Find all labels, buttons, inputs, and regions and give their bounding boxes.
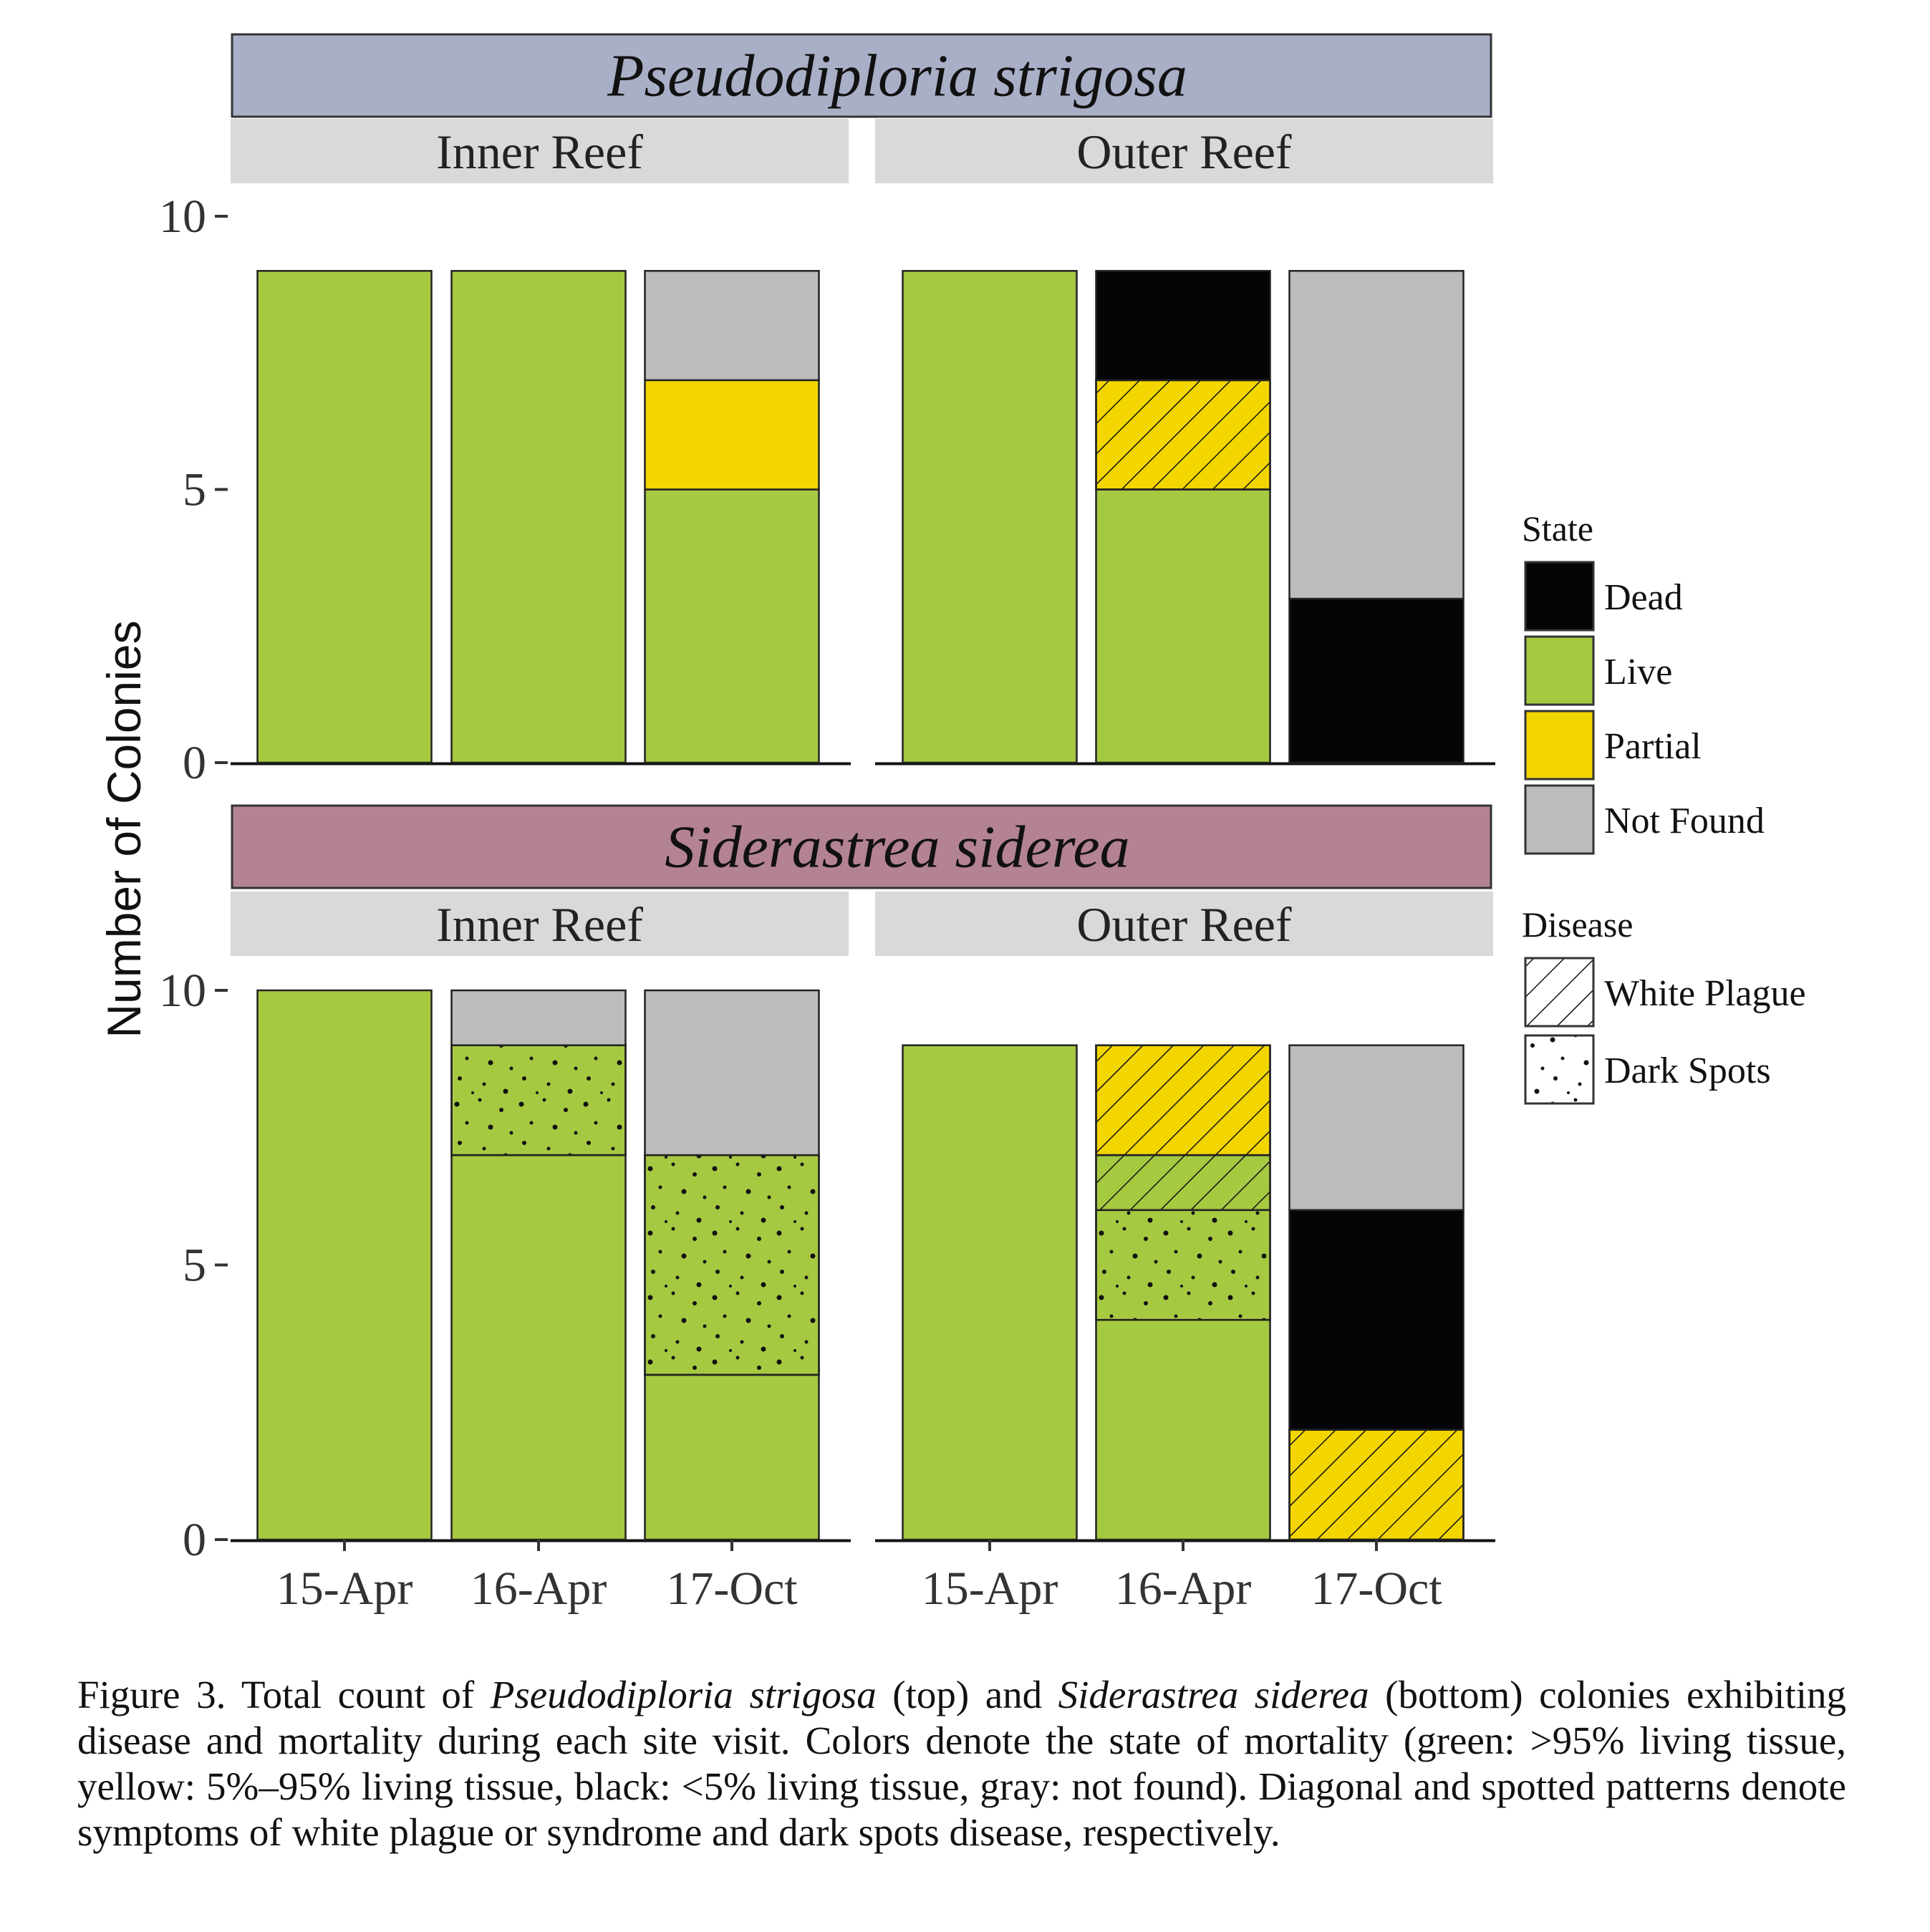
bar-segment-dead: [1095, 270, 1271, 382]
figure-caption: Figure 3. Total count of Pseudodiploria …: [77, 1672, 1846, 1855]
legend-label-ds: Dark Spots: [1604, 1050, 1771, 1091]
legend-label-notfound: Not Found: [1604, 801, 1765, 841]
bar-segment-notfound: [450, 989, 627, 1046]
facet-title: Inner Reef: [436, 125, 643, 179]
legend-swatch-notfound: [1524, 784, 1595, 855]
facet-strip: [231, 119, 849, 183]
legend-label-partial: Partial: [1604, 726, 1702, 767]
caption-species-1: Pseudodiploria strigosa: [490, 1673, 877, 1716]
bar-segment-dead: [1288, 1209, 1465, 1431]
bar-segment-live: [256, 270, 433, 764]
facet-title: Outer Reef: [1076, 897, 1292, 952]
y-tick-label: 10: [159, 190, 206, 243]
bar-segment-live: [902, 1044, 1078, 1541]
legend-label-wp: White Plague: [1604, 973, 1806, 1014]
facet-strip: [875, 892, 1493, 956]
white-plague-overlay: [1095, 1154, 1271, 1212]
dark-spots-overlay: [1095, 1209, 1271, 1321]
y-tick-label: 0: [183, 1514, 206, 1566]
y-tick-label: 0: [183, 737, 206, 789]
x-tick-label: 17-Oct: [666, 1562, 797, 1615]
species-strip: [231, 804, 1492, 889]
bar-segment-dead: [1288, 597, 1465, 764]
caption-text-3: (bottom) colonies exhibiting disease and…: [77, 1673, 1846, 1854]
white-plague-overlay: [1095, 379, 1271, 491]
legend-swatch-ds: [1524, 1034, 1595, 1105]
white-plague-overlay: [1288, 1429, 1465, 1541]
bar-segment-live: [450, 1154, 627, 1541]
bar-segment-live: [1095, 488, 1271, 764]
bar-segment-notfound: [644, 989, 820, 1156]
x-tick-label: 17-Oct: [1311, 1562, 1442, 1615]
x-tick-label: 16-Apr: [471, 1562, 607, 1615]
caption-species-2: Siderastrea siderea: [1058, 1673, 1369, 1716]
bar-segment-notfound: [1288, 270, 1465, 600]
x-tick-label: 15-Apr: [276, 1562, 413, 1615]
legend-swatch-dead: [1524, 561, 1595, 632]
caption-text-2: (top) and: [876, 1673, 1058, 1716]
y-tick-label: 5: [183, 464, 206, 516]
y-axis-title: Number of Colonies: [97, 620, 150, 1038]
bar-segment-live: [450, 270, 627, 764]
legend-disease-title: Disease: [1522, 904, 1634, 945]
white-plague-overlay: [1095, 1044, 1271, 1156]
faceted-stacked-bar-chart: Pseudodiploria strigosa Inner Reef Outer R…: [97, 33, 1806, 1615]
legend-state-title: State: [1522, 508, 1593, 549]
bar-segment-live: [644, 488, 820, 764]
bar-segment-live: [644, 1373, 820, 1541]
y-tick-label: 5: [183, 1240, 206, 1292]
legend-swatch-live: [1524, 635, 1595, 706]
bar-segment-live: [1095, 1318, 1271, 1541]
dark-spots-overlay: [644, 1154, 820, 1376]
bar-segment-live: [256, 989, 433, 1541]
bar-segment-notfound: [1288, 1044, 1465, 1212]
legend-swatch-partial: [1524, 710, 1595, 781]
species-title: Pseudodiploria strigosa: [607, 43, 1187, 110]
facet-strip: [231, 892, 849, 956]
species-title: Siderastrea siderea: [665, 814, 1129, 881]
bar-segment-notfound: [644, 270, 820, 382]
facet-title: Outer Reef: [1076, 125, 1292, 179]
legend-label-dead: Dead: [1604, 577, 1683, 618]
caption-label: Figure 3. Total count of: [77, 1673, 491, 1716]
x-tick-label: 16-Apr: [1115, 1562, 1252, 1615]
y-tick-label: 10: [159, 965, 206, 1017]
bar-segment-partial: [644, 379, 820, 491]
figure: Pseudodiploria strigosa Inner Reef Outer R…: [97, 33, 1806, 1615]
legend-label-live: Live: [1604, 652, 1672, 692]
facet-strip: [875, 119, 1493, 183]
legend-swatch-wp: [1524, 957, 1595, 1028]
bar-segment-live: [902, 270, 1078, 764]
dark-spots-overlay: [450, 1044, 627, 1156]
x-tick-label: 15-Apr: [922, 1562, 1058, 1615]
facet-title: Inner Reef: [436, 897, 643, 952]
species-strip: [231, 33, 1492, 118]
